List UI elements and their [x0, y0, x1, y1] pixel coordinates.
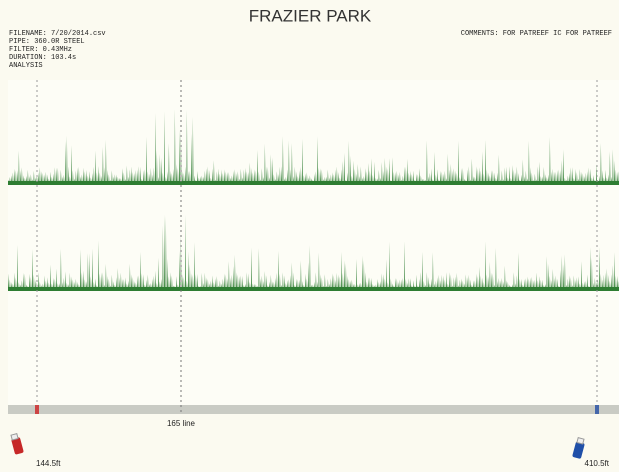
right-sensor-icon: [572, 437, 585, 459]
title: FRAZIER PARK: [249, 6, 372, 25]
info-line: PIPE: 360.0R STEEL: [9, 38, 85, 46]
info-line: ANALYSIS: [9, 62, 43, 70]
plot-area: [8, 80, 619, 405]
left-distance: 144.5ft: [36, 459, 61, 468]
info-line: DURATION: 103.4s: [9, 54, 76, 62]
waveforms: [8, 108, 619, 291]
left-sensor-icon: [10, 433, 24, 455]
end-marker: [595, 405, 599, 414]
start-marker: [35, 405, 39, 414]
comments: COMMENTS: FOR PATREEF IC FOR PATREEF: [461, 30, 612, 38]
trace-baseline: [8, 287, 619, 291]
trace-baseline: [8, 181, 619, 185]
info-line: FILENAME: 7/20/2014.csv: [9, 30, 106, 38]
right-distance: 410.5ft: [585, 459, 610, 468]
marker-label: 165 line: [167, 419, 196, 428]
scroll-bar: [8, 405, 619, 414]
info-line: FILTER: 0.43MHz: [9, 46, 72, 54]
